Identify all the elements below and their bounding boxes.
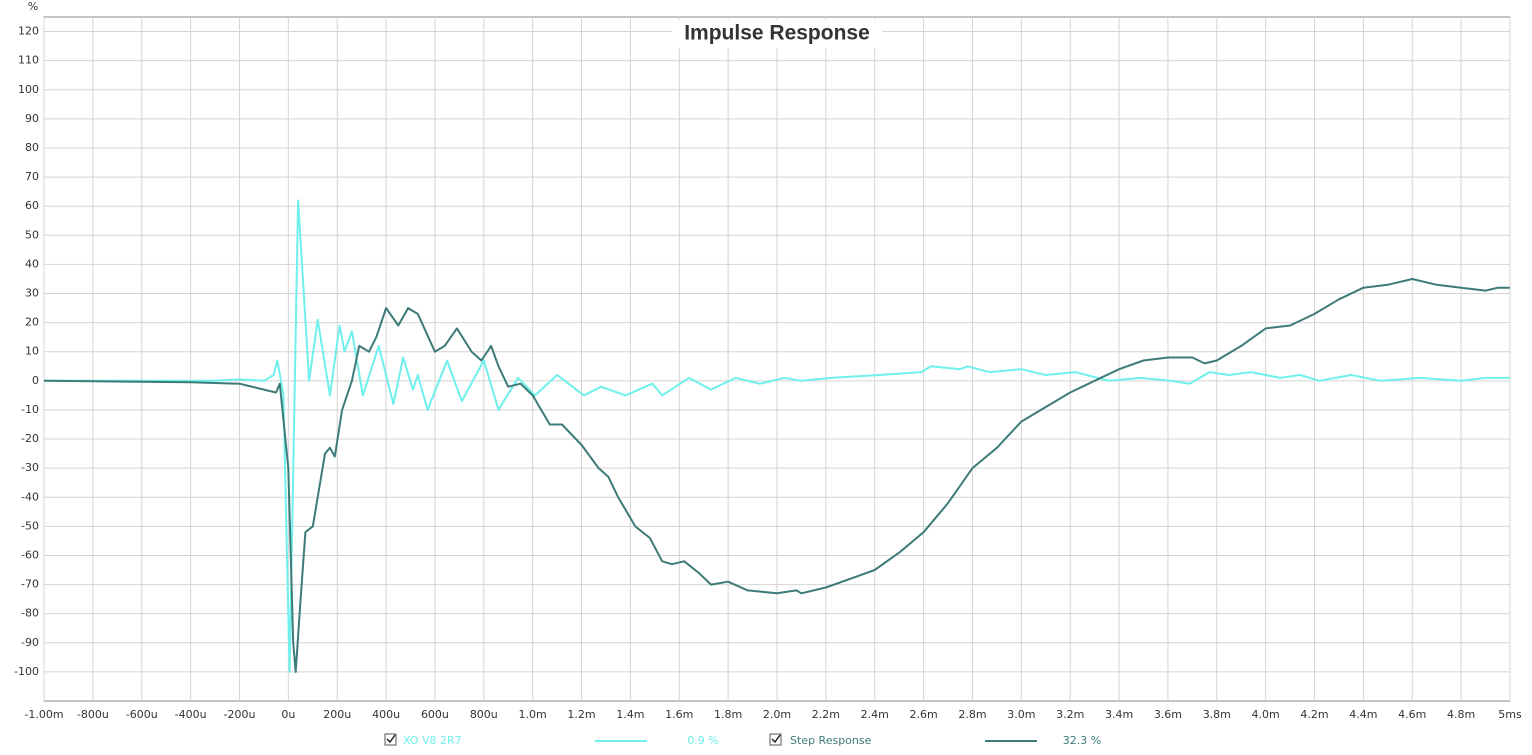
x-tick-label: -1.00m: [24, 708, 63, 721]
x-tick-label: 4.0m: [1252, 708, 1280, 721]
y-tick-label: 60: [25, 199, 39, 212]
x-tick-label: 3.2m: [1056, 708, 1084, 721]
y-tick-label: 40: [25, 257, 39, 270]
y-tick-label: -10: [21, 403, 39, 416]
x-tick-label: 1.2m: [567, 708, 595, 721]
x-tick-label: 200u: [323, 708, 351, 721]
y-tick-label: 70: [25, 170, 39, 183]
y-tick-label: -70: [21, 578, 39, 591]
legend-label: Step Response: [790, 734, 872, 747]
y-tick-label: 100: [18, 83, 39, 96]
y-tick-label: 90: [25, 112, 39, 125]
x-tick-label: 3.0m: [1007, 708, 1035, 721]
checkbox[interactable]: [384, 733, 397, 746]
y-tick-label: 30: [25, 287, 39, 300]
x-tick-label: 400u: [372, 708, 400, 721]
y-tick-label: 110: [18, 54, 39, 67]
chart-title: Impulse Response: [684, 22, 870, 45]
x-tick-label: 2.8m: [958, 708, 986, 721]
y-axis-label: %: [28, 0, 38, 13]
y-tick-label: -60: [21, 548, 39, 561]
y-tick-label: -80: [21, 607, 39, 620]
y-tick-label: -50: [21, 519, 39, 532]
x-tick-label: 4.6m: [1398, 708, 1426, 721]
x-tick-label: 800u: [470, 708, 498, 721]
x-tick-label: -400u: [175, 708, 207, 721]
x-tick-label: 2.4m: [861, 708, 889, 721]
x-tick-label: 3.4m: [1105, 708, 1133, 721]
legend-label: XO V8 2R7: [403, 734, 462, 747]
y-tick-label: 0: [32, 374, 39, 387]
checkbox[interactable]: [769, 733, 782, 746]
x-tick-label: 3.8m: [1203, 708, 1231, 721]
x-tick-label: 5ms: [1498, 708, 1522, 721]
legend-value: 32.3 %: [1063, 734, 1101, 747]
y-tick-label: 80: [25, 141, 39, 154]
x-tick-label: 1.8m: [714, 708, 742, 721]
x-tick-label: 1.4m: [616, 708, 644, 721]
x-tick-label: -600u: [126, 708, 158, 721]
x-tick-label: 3.6m: [1154, 708, 1182, 721]
y-tick-label: 120: [18, 25, 39, 38]
y-tick-label: 50: [25, 228, 39, 241]
check-mark: [771, 734, 781, 744]
x-tick-label: 2.6m: [909, 708, 937, 721]
x-tick-label: -200u: [223, 708, 255, 721]
x-tick-label: 2.2m: [812, 708, 840, 721]
check-mark: [386, 734, 396, 744]
legend-value: 0.9 %: [687, 734, 718, 747]
x-tick-label: -800u: [77, 708, 109, 721]
y-tick-label: -20: [21, 432, 39, 445]
x-tick-label: 1.0m: [519, 708, 547, 721]
series-line: [43, 278, 1510, 673]
x-tick-label: 0u: [281, 708, 295, 721]
y-tick-label: -90: [21, 636, 39, 649]
y-tick-label: 20: [25, 316, 39, 329]
legend: [384, 733, 782, 746]
x-tick-label: 4.2m: [1300, 708, 1328, 721]
x-tick-label: 1.6m: [665, 708, 693, 721]
y-tick-label: -100: [14, 665, 39, 678]
y-tick-label: -30: [21, 461, 39, 474]
x-tick-label: 4.8m: [1447, 708, 1475, 721]
x-tick-label: 2.0m: [763, 708, 791, 721]
x-tick-label: 4.4m: [1349, 708, 1377, 721]
series-line: [44, 199, 1510, 673]
title-background: [672, 20, 882, 48]
y-tick-label: 10: [25, 345, 39, 358]
y-tick-label: -40: [21, 490, 39, 503]
x-tick-label: 600u: [421, 708, 449, 721]
